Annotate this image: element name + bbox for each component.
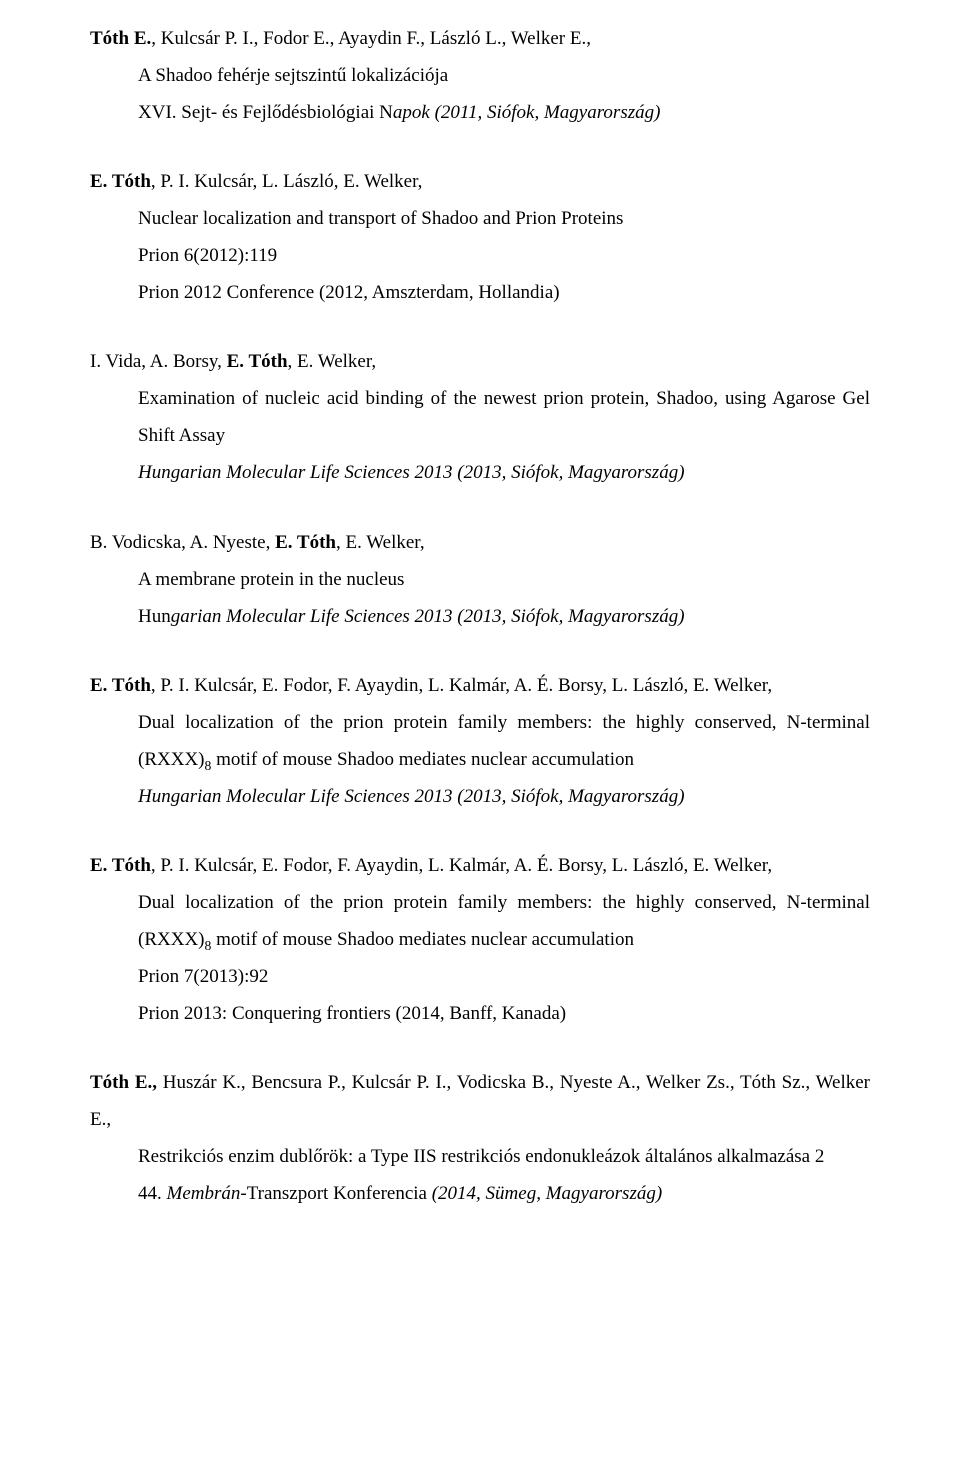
authors-post: , P. I. Kulcsár, L. László, E. Welker, xyxy=(151,171,423,192)
publication-venue: Prion 6(2012):119 xyxy=(138,237,870,274)
publication-entry: E. Tóth, P. I. Kulcsár, L. László, E. We… xyxy=(90,163,870,311)
publication-title: Restrikciós enzim dublőrök: a Type IIS r… xyxy=(138,1138,870,1175)
authors-pre-text: B. Vodicska, A. Nyeste, xyxy=(90,532,275,553)
authors-post: , E. Welker, xyxy=(288,351,377,372)
authors-line: B. Vodicska, A. Nyeste, E. Tóth, E. Welk… xyxy=(90,524,870,561)
publication-venue: 44. Membrán-Transzport Konferencia (2014… xyxy=(138,1175,870,1212)
publication-entry: Tóth E., Kulcsár P. I., Fodor E., Ayaydi… xyxy=(90,20,870,131)
publication-title: Nuclear localization and transport of Sh… xyxy=(138,200,870,237)
authors-post: , P. I. Kulcsár, E. Fodor, F. Ayaydin, L… xyxy=(151,855,772,876)
authors-bold: E. Tóth xyxy=(275,532,336,553)
publication-entry: E. Tóth, P. I. Kulcsár, E. Fodor, F. Aya… xyxy=(90,847,870,1032)
publication-title: Examination of nucleic acid binding of t… xyxy=(138,380,870,454)
authors-line: E. Tóth, P. I. Kulcsár, E. Fodor, F. Aya… xyxy=(90,667,870,704)
publication-venue: Hungarian Molecular Life Sciences 2013 (… xyxy=(138,454,870,491)
venue-italic: Membrán- xyxy=(167,1183,247,1204)
authors-line: E. Tóth, P. I. Kulcsár, L. László, E. We… xyxy=(90,163,870,200)
publications-list: Tóth E., Kulcsár P. I., Fodor E., Ayaydi… xyxy=(90,20,870,1212)
authors-post: Huszár K., Bencsura P., Kulcsár P. I., V… xyxy=(90,1072,870,1130)
authors-line: I. Vida, A. Borsy, E. Tóth, E. Welker, xyxy=(90,343,870,380)
publication-extra-line: Prion 2012 Conference (2012, Amszterdam,… xyxy=(138,274,870,311)
venue-pre: Prion 7(2013):92 xyxy=(138,966,268,987)
authors-bold: E. Tóth xyxy=(90,171,151,192)
venue-pre: 44. xyxy=(138,1183,167,1204)
publication-extra-line: Prion 2013: Conquering frontiers (2014, … xyxy=(138,995,870,1032)
venue-italic2: (2014, Sümeg, Magyarország) xyxy=(432,1183,662,1204)
publication-entry: E. Tóth, P. I. Kulcsár, E. Fodor, F. Aya… xyxy=(90,667,870,815)
authors-line: E. Tóth, P. I. Kulcsár, E. Fodor, F. Aya… xyxy=(90,847,870,884)
venue-italic: Hungarian Molecular Life Sciences 2013 (… xyxy=(138,786,685,807)
authors-bold: E. Tóth xyxy=(90,855,151,876)
publication-venue: Prion 7(2013):92 xyxy=(138,958,870,995)
venue-italic: Hungarian Molecular Life Sciences 2013 (… xyxy=(138,462,685,483)
publication-venue: Hungarian Molecular Life Sciences 2013 (… xyxy=(138,598,870,635)
publication-venue: Hungarian Molecular Life Sciences 2013 (… xyxy=(138,778,870,815)
venue-pre: Hun xyxy=(138,606,171,627)
publication-title: A membrane protein in the nucleus xyxy=(138,561,870,598)
authors-post: , Kulcsár P. I., Fodor E., Ayaydin F., L… xyxy=(151,28,591,49)
authors-bold: E. Tóth xyxy=(227,351,288,372)
publication-title: A Shadoo fehérje sejtszintű lokalizációj… xyxy=(138,57,870,94)
authors-post: , E. Welker, xyxy=(336,532,425,553)
authors-line: Tóth E., Huszár K., Bencsura P., Kulcsár… xyxy=(90,1064,870,1138)
venue-italic: garian Molecular Life Sciences 2013 (201… xyxy=(171,606,685,627)
authors-bold: Tóth E. xyxy=(90,28,151,49)
authors-post: , P. I. Kulcsár, E. Fodor, F. Ayaydin, L… xyxy=(151,675,772,696)
publication-title: Dual localization of the prion protein f… xyxy=(138,704,870,778)
publication-venue: XVI. Sejt- és Fejlődésbiológiai Napok (2… xyxy=(138,94,870,131)
venue-italic: apok (2011, Siófok, Magyarország) xyxy=(393,102,661,123)
page-container: Tóth E., Kulcsár P. I., Fodor E., Ayaydi… xyxy=(0,0,960,1466)
publication-entry: B. Vodicska, A. Nyeste, E. Tóth, E. Welk… xyxy=(90,524,870,635)
authors-pre-text: I. Vida, A. Borsy, xyxy=(90,351,227,372)
authors-bold: E. Tóth xyxy=(90,675,151,696)
venue-post: Transzport Konferencia xyxy=(247,1183,432,1204)
authors-bold: Tóth E., xyxy=(90,1072,157,1093)
publication-entry: I. Vida, A. Borsy, E. Tóth, E. Welker,Ex… xyxy=(90,343,870,491)
venue-pre: XVI. Sejt- és Fejlődésbiológiai N xyxy=(138,102,393,123)
publication-title: Dual localization of the prion protein f… xyxy=(138,884,870,958)
publication-entry: Tóth E., Huszár K., Bencsura P., Kulcsár… xyxy=(90,1064,870,1212)
venue-pre: Prion 6(2012):119 xyxy=(138,245,277,266)
authors-line: Tóth E., Kulcsár P. I., Fodor E., Ayaydi… xyxy=(90,20,870,57)
